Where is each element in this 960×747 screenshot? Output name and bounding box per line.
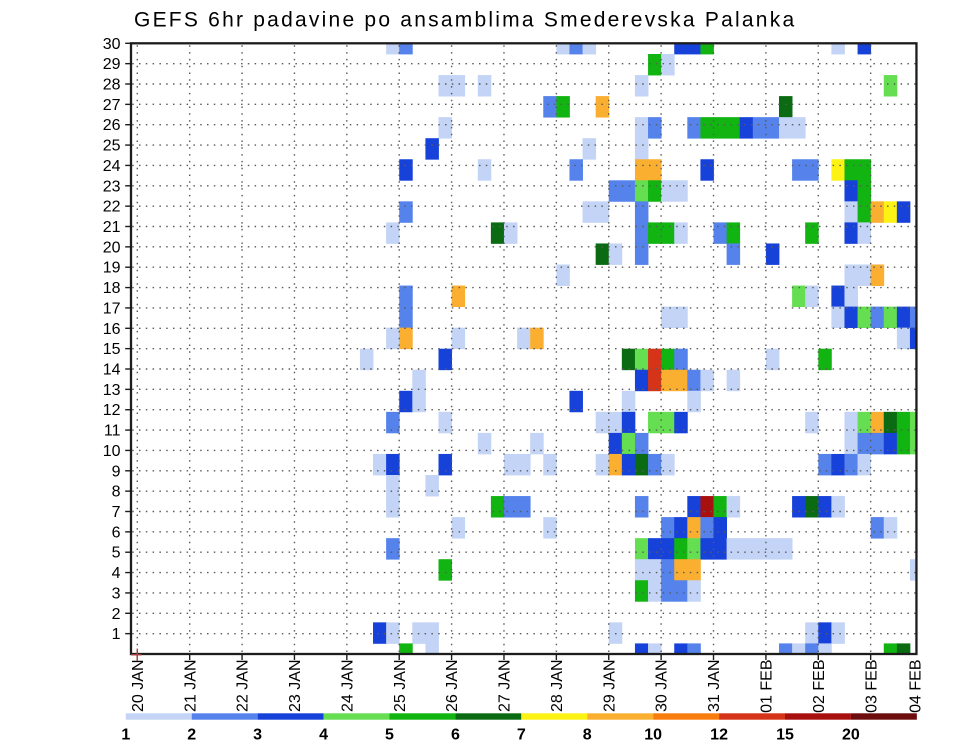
svg-text:1: 1: [112, 626, 121, 643]
svg-text:14: 14: [103, 362, 121, 379]
svg-text:6: 6: [451, 727, 460, 743]
svg-text:24 JAN: 24 JAN: [339, 660, 356, 712]
svg-text:29 JAN: 29 JAN: [601, 660, 618, 712]
svg-text:8: 8: [583, 727, 592, 743]
svg-text:21 JAN: 21 JAN: [182, 660, 199, 712]
svg-text:19: 19: [103, 260, 121, 277]
svg-text:31 JAN: 31 JAN: [706, 660, 723, 712]
svg-text:22: 22: [103, 199, 121, 216]
svg-text:23: 23: [103, 178, 121, 195]
svg-text:03 FEB: 03 FEB: [863, 660, 880, 713]
svg-text:24: 24: [103, 158, 121, 175]
svg-text:27 JAN: 27 JAN: [497, 660, 514, 712]
svg-text:28: 28: [103, 77, 121, 94]
svg-text:5: 5: [112, 545, 121, 562]
svg-text:20: 20: [103, 239, 121, 256]
svg-text:4: 4: [112, 565, 121, 582]
svg-text:1: 1: [121, 727, 130, 743]
svg-text:6: 6: [112, 524, 121, 541]
svg-text:7: 7: [517, 727, 526, 743]
svg-text:25: 25: [103, 138, 121, 155]
svg-text:25 JAN: 25 JAN: [392, 660, 409, 712]
svg-text:20: 20: [842, 727, 860, 743]
svg-text:4: 4: [319, 727, 328, 743]
svg-text:23 JAN: 23 JAN: [287, 660, 304, 712]
svg-text:26: 26: [103, 117, 121, 134]
svg-text:8: 8: [112, 484, 121, 501]
svg-text:16: 16: [103, 321, 121, 338]
svg-text:26 JAN: 26 JAN: [444, 660, 461, 712]
svg-text:5: 5: [385, 727, 394, 743]
svg-text:GEFS 6hr padavine po ansamblim: GEFS 6hr padavine po ansamblima Smederev…: [134, 9, 796, 32]
svg-text:18: 18: [103, 280, 121, 297]
svg-text:7: 7: [112, 504, 121, 521]
svg-text:04 FEB: 04 FEB: [908, 660, 925, 713]
svg-text:13: 13: [103, 382, 121, 399]
svg-text:15: 15: [776, 727, 794, 743]
svg-text:29: 29: [103, 56, 121, 73]
svg-text:10: 10: [103, 443, 121, 460]
svg-text:21: 21: [103, 219, 121, 236]
svg-text:27: 27: [103, 97, 121, 114]
svg-text:28 JAN: 28 JAN: [549, 660, 566, 712]
svg-text:12: 12: [103, 402, 121, 419]
svg-text:17: 17: [103, 300, 121, 317]
svg-text:30: 30: [103, 36, 121, 53]
svg-text:11: 11: [104, 423, 121, 440]
svg-text:2: 2: [112, 606, 121, 623]
svg-text:3: 3: [253, 727, 262, 743]
svg-text:22 JAN: 22 JAN: [235, 660, 252, 712]
svg-text:12: 12: [710, 727, 728, 743]
svg-text:20 JAN: 20 JAN: [130, 660, 147, 712]
svg-text:15: 15: [103, 341, 121, 358]
svg-text:30 JAN: 30 JAN: [654, 660, 671, 712]
svg-text:3: 3: [112, 585, 121, 602]
svg-text:01 FEB: 01 FEB: [759, 660, 776, 713]
svg-text:2: 2: [187, 727, 196, 743]
svg-text:10: 10: [644, 727, 662, 743]
svg-text:9: 9: [112, 463, 121, 480]
svg-text:02 FEB: 02 FEB: [811, 660, 828, 713]
